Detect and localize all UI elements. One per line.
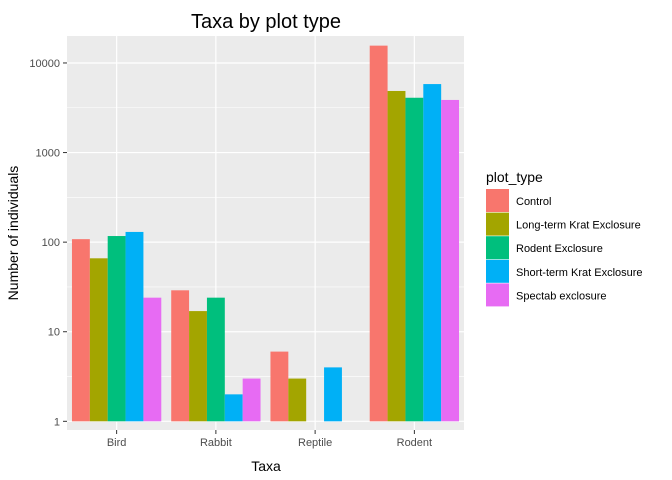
legend-label: Rodent Exclosure (516, 243, 603, 255)
legend-label: Control (516, 196, 551, 208)
legend-label: Long-term Krat Exclosure (516, 220, 641, 232)
legend-label: Short-term Krat Exclosure (516, 267, 643, 279)
y-tick-label: 1000 (36, 148, 60, 160)
y-tick-label: 100 (42, 237, 60, 249)
bar (324, 367, 342, 422)
bar (171, 290, 190, 422)
y-axis: 1 10 100 1000 10000 (29, 58, 67, 428)
bar (441, 99, 460, 422)
bar (143, 297, 162, 422)
legend-swatch (486, 212, 509, 236)
bar (423, 84, 442, 422)
y-tick-label: 10 (48, 327, 60, 339)
bar (206, 297, 225, 422)
chart-title: Taxa by plot type (191, 11, 341, 33)
legend-label: Spectab exclosure (516, 290, 607, 302)
bars (71, 45, 460, 422)
bar (288, 378, 307, 422)
bar (89, 258, 108, 422)
bar (224, 394, 243, 422)
x-axis: Bird Rabbit Reptile Rodent (107, 430, 432, 449)
legend: plot_type Control Long-term Krat Exclosur… (486, 169, 643, 307)
bar (71, 239, 90, 422)
x-axis-title: Taxa (251, 458, 281, 474)
bar (369, 45, 388, 422)
bar (107, 236, 126, 422)
x-tick-label: Rodent (397, 437, 432, 449)
legend-swatch (486, 236, 509, 260)
bar (405, 97, 424, 422)
bar (189, 311, 207, 422)
y-axis-title: Number of individuals (5, 166, 21, 301)
x-tick-label: Reptile (298, 437, 332, 449)
x-tick-label: Rabbit (200, 437, 232, 449)
bar (242, 378, 261, 422)
legend-swatch (486, 259, 509, 283)
bar (125, 231, 144, 422)
y-tick-label: 10000 (29, 58, 60, 70)
x-tick-label: Bird (107, 437, 127, 449)
legend-swatch (486, 189, 509, 212)
legend-title: plot_type (486, 169, 543, 185)
bar (270, 351, 289, 422)
y-tick-label: 1 (54, 416, 60, 428)
bar (387, 90, 406, 422)
legend-swatch (486, 283, 509, 307)
